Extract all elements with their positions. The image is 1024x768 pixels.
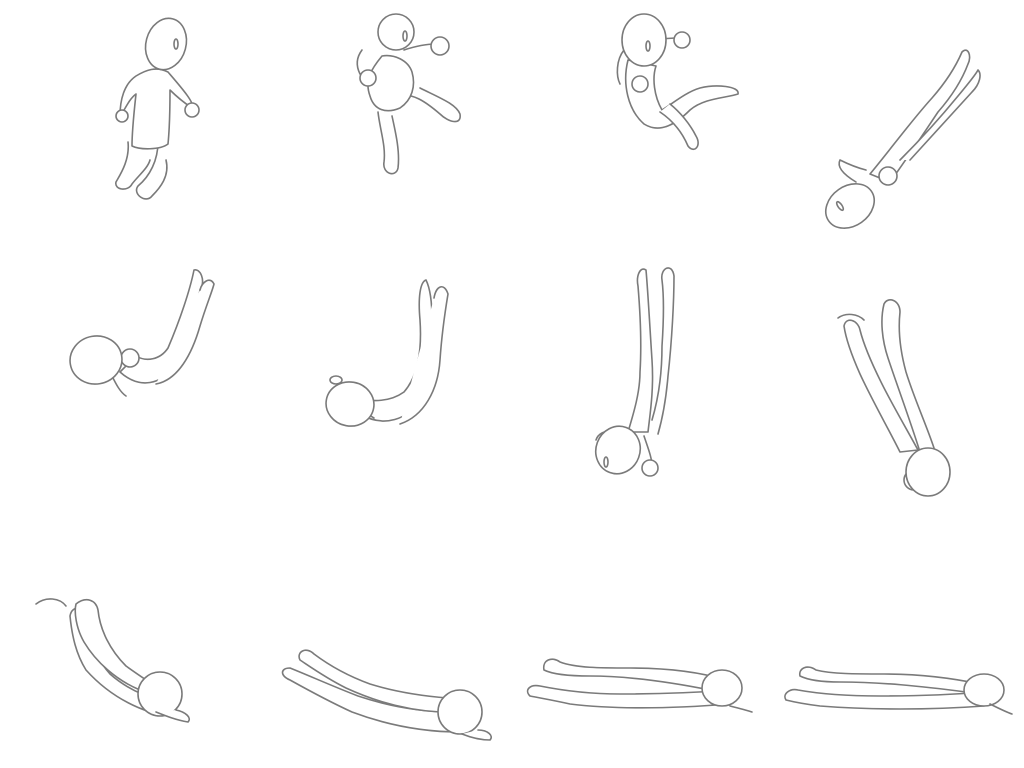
stick-figure-sliding — [281, 649, 493, 741]
stick-figure-diagonal-dive — [825, 49, 981, 229]
stick-figure-arched-fall — [69, 269, 215, 397]
stick-figure-head-first — [837, 299, 951, 497]
stick-figure-curled-fall — [325, 279, 449, 427]
stick-figure-lying-prone — [526, 658, 753, 713]
stick-figure-jump-kick — [356, 13, 461, 175]
stick-figure-upside-down — [594, 267, 675, 477]
stick-figure-tucked-flip — [616, 13, 739, 151]
stick-figure-lying-flat — [784, 666, 1013, 715]
stick-figure-landing — [35, 598, 191, 723]
stick-figure-running — [115, 17, 200, 200]
